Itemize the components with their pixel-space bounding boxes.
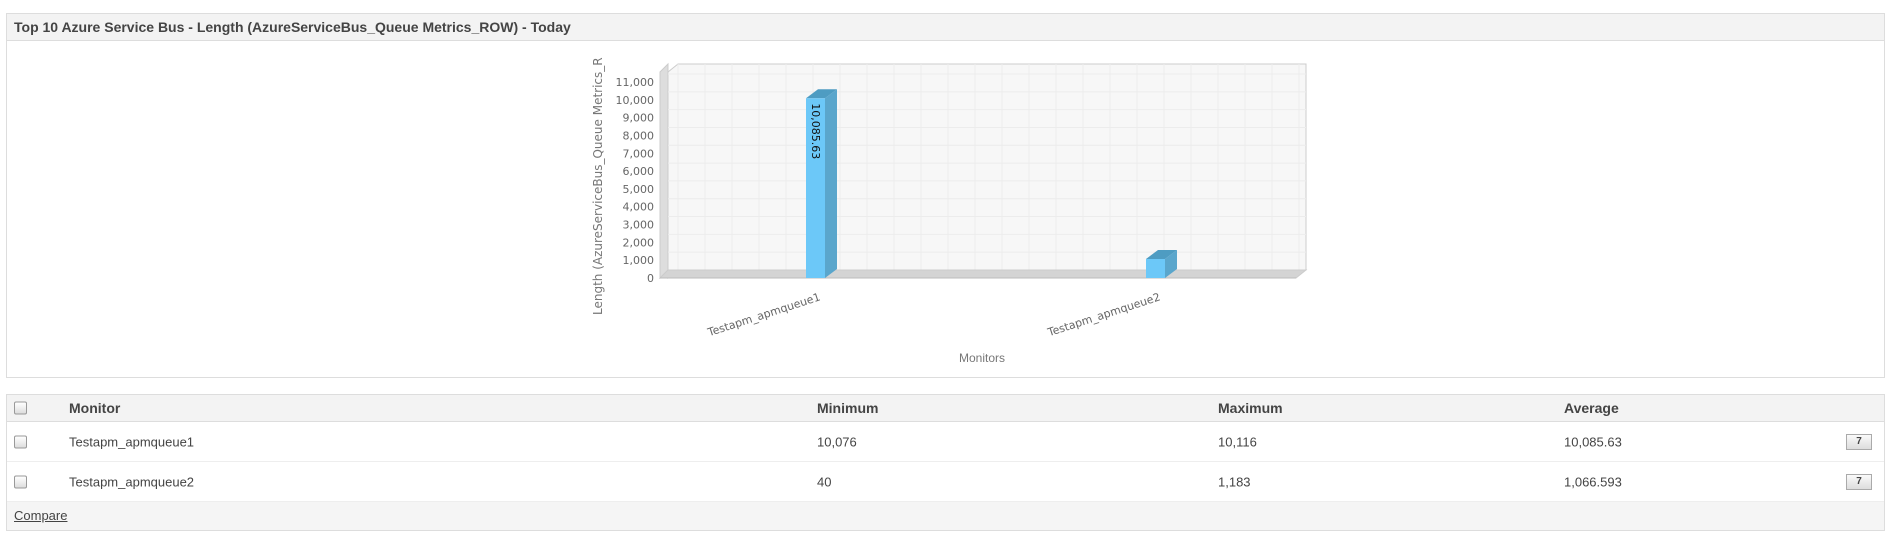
table-row: Testapm_apmqueue2 40 1,183 1,066.593 7 [7,462,1884,502]
monitor-name: Testapm_apmqueue2 [69,474,195,489]
table-row: Testapm_apmqueue1 10,076 10,116 10,085.6… [7,422,1884,462]
bar [806,98,825,278]
bar-chart: 0 1,000 2,000 3,000 4,000 5,000 6,000 7,000 8,00… [591,57,1308,365]
y-tick-label: 2,000 [623,236,655,249]
minimum-value: 10,076 [817,434,857,449]
header-minimum[interactable]: Minimum [817,400,879,416]
bar-top [806,89,837,99]
period-menu-button[interactable]: 7 [1846,473,1872,490]
x-tick-label: Testapm_apmqueue1 [705,290,822,339]
y-tick-label: 11,000 [616,76,655,89]
table-footer: Compare [7,502,1884,530]
select-all-checkbox[interactable] [14,401,27,415]
maximum-value: 1,183 [1218,474,1251,489]
bar-side [1165,249,1177,278]
bar [1146,258,1165,278]
minimum-value: 40 [817,474,832,489]
y-tick-label: 3,000 [623,219,655,232]
left-wall [659,62,669,280]
monitor-name: Testapm_apmqueue1 [69,434,195,449]
plot-background [667,63,1307,280]
y-tick-label: 10,000 [616,94,655,107]
y-tick-label: 5,000 [623,183,655,196]
y-tick-label: 7,000 [623,147,655,160]
y-tick-label: 4,000 [623,201,655,214]
header-monitor[interactable]: Monitor [69,400,121,416]
y-tick-label: 1,000 [623,254,655,267]
y-tick-label: 0 [647,272,654,285]
header-average[interactable]: Average [1564,400,1619,416]
chart-panel: Top 10 Azure Service Bus - Length (Azure… [6,13,1885,378]
x-axis-title: Monitors [959,351,1005,365]
y-tick-label: 8,000 [623,129,655,142]
header-maximum[interactable]: Maximum [1218,400,1283,416]
data-label: 10,085.63 [809,103,822,159]
period-menu-button[interactable]: 7 [1846,433,1872,450]
average-value: 10,085.63 [1564,434,1622,449]
row-checkbox[interactable] [14,475,27,488]
maximum-value: 10,116 [1218,434,1257,449]
x-tick-label: Testapm_apmqueue2 [1045,290,1162,339]
row-checkbox[interactable] [14,435,27,448]
compare-link[interactable]: Compare [14,508,68,523]
table-header: Monitor Minimum Maximum Average [7,395,1884,422]
y-axis-title: Length (AzureServiceBus_Queue Metrics_R [591,57,605,315]
y-tick-label: 6,000 [623,165,655,178]
floor [658,269,1308,279]
bar-side [825,89,837,278]
panel-title: Top 10 Azure Service Bus - Length (Azure… [7,14,1884,41]
bar-top [1146,249,1177,259]
average-value: 1,066.593 [1564,474,1622,489]
data-table: Monitor Minimum Maximum Average Testapm_… [6,394,1885,531]
y-tick-label: 9,000 [623,112,655,125]
